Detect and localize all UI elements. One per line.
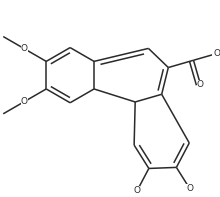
- Text: O: O: [213, 49, 220, 58]
- Text: O: O: [134, 186, 141, 195]
- Text: O: O: [197, 80, 204, 89]
- Text: O: O: [21, 97, 28, 106]
- Text: O: O: [186, 184, 193, 193]
- Text: O: O: [21, 44, 28, 53]
